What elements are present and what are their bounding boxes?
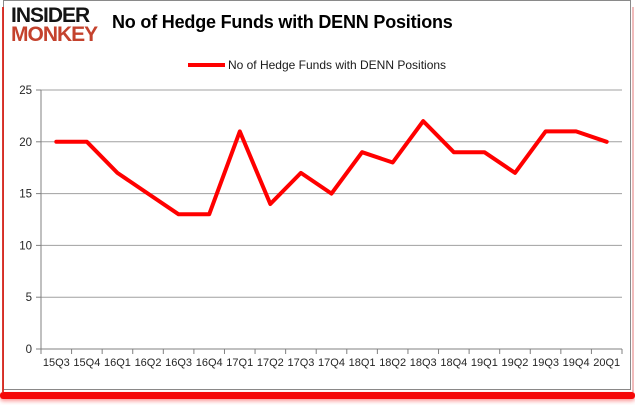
red-border-right	[632, 7, 634, 392]
x-tick-label: 17Q3	[287, 357, 314, 369]
x-tick-label: 16Q4	[196, 357, 223, 369]
chart-frame: INSIDER MONKEY No of Hedge Funds with DE…	[3, 0, 631, 390]
x-tick-label: 19Q4	[563, 357, 590, 369]
red-border-bottom	[0, 392, 635, 399]
y-tick-label: 25	[19, 85, 32, 97]
x-tick-label: 18Q2	[379, 357, 406, 369]
insider-monkey-logo: INSIDER MONKEY	[11, 4, 98, 46]
y-tick-label: 0	[26, 344, 32, 356]
x-tick-label: 18Q3	[410, 357, 437, 369]
x-tick-label: 17Q4	[318, 357, 345, 369]
x-tick-label: 18Q1	[349, 357, 376, 369]
x-tick-label: 16Q3	[165, 357, 192, 369]
x-tick-label: 18Q4	[440, 357, 467, 369]
y-tick-label: 10	[19, 240, 32, 252]
legend-line-swatch	[187, 63, 225, 67]
legend: No of Hedge Funds with DENN Positions	[4, 58, 630, 72]
line-chart: 0 5 10 15 20 25 15Q3 15Q4 16Q1 16Q2 16Q3 16Q4 17Q1 17…	[19, 85, 623, 369]
red-border-left	[2, 7, 4, 392]
x-tick-label: 19Q2	[502, 357, 529, 369]
logo-text-insider: INSIDER	[11, 4, 90, 27]
x-tick-label: 19Q3	[532, 357, 559, 369]
x-tick-label: 20Q1	[593, 357, 620, 369]
x-tick-label: 17Q2	[257, 357, 284, 369]
x-tick-label: 17Q1	[226, 357, 253, 369]
x-tick-label: 19Q1	[471, 357, 498, 369]
logo-text-monkey: MONKEY	[11, 23, 98, 46]
chart-title: No of Hedge Funds with DENN Positions	[112, 12, 453, 32]
x-tick-label: 16Q1	[104, 357, 131, 369]
y-tick-label: 5	[26, 292, 32, 304]
x-tick-label: 16Q2	[135, 357, 162, 369]
y-tick-label: 20	[19, 137, 32, 149]
legend-label: No of Hedge Funds with DENN Positions	[227, 58, 447, 72]
x-tick-label: 15Q4	[73, 357, 100, 369]
data-line	[54, 119, 609, 217]
y-tick-label: 15	[19, 189, 32, 201]
x-tick-label: 15Q3	[43, 357, 70, 369]
